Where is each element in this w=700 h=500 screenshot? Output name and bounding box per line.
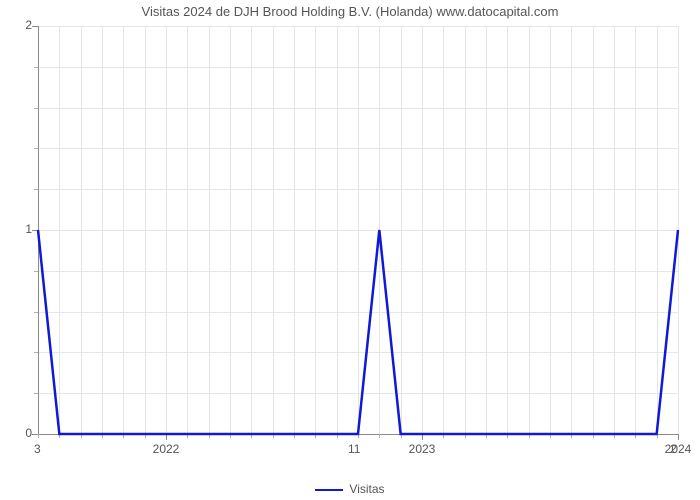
series-line	[38, 230, 678, 434]
x-tick	[678, 434, 679, 440]
x-tick-label: 2024	[658, 442, 698, 456]
y-tick-label: 1	[18, 222, 32, 236]
legend-label: Visitas	[349, 482, 384, 496]
y-tick-label: 2	[18, 18, 32, 32]
plot-area: 0122022202320243112	[38, 26, 678, 434]
x-tick-label: 2023	[402, 442, 442, 456]
x-corner-label: 3	[34, 442, 41, 456]
series-layer	[38, 26, 678, 435]
x-tick-label: 2022	[146, 442, 186, 456]
y-tick-label: 0	[18, 426, 32, 440]
x-corner-label: 11	[348, 442, 360, 456]
chart-container: Visitas 2024 de DJH Brood Holding B.V. (…	[0, 0, 700, 500]
chart-title: Visitas 2024 de DJH Brood Holding B.V. (…	[0, 4, 700, 19]
legend-swatch	[315, 489, 343, 491]
x-corner-label: 2	[670, 442, 677, 456]
legend: Visitas	[0, 482, 700, 496]
grid-line-vertical	[678, 26, 679, 434]
